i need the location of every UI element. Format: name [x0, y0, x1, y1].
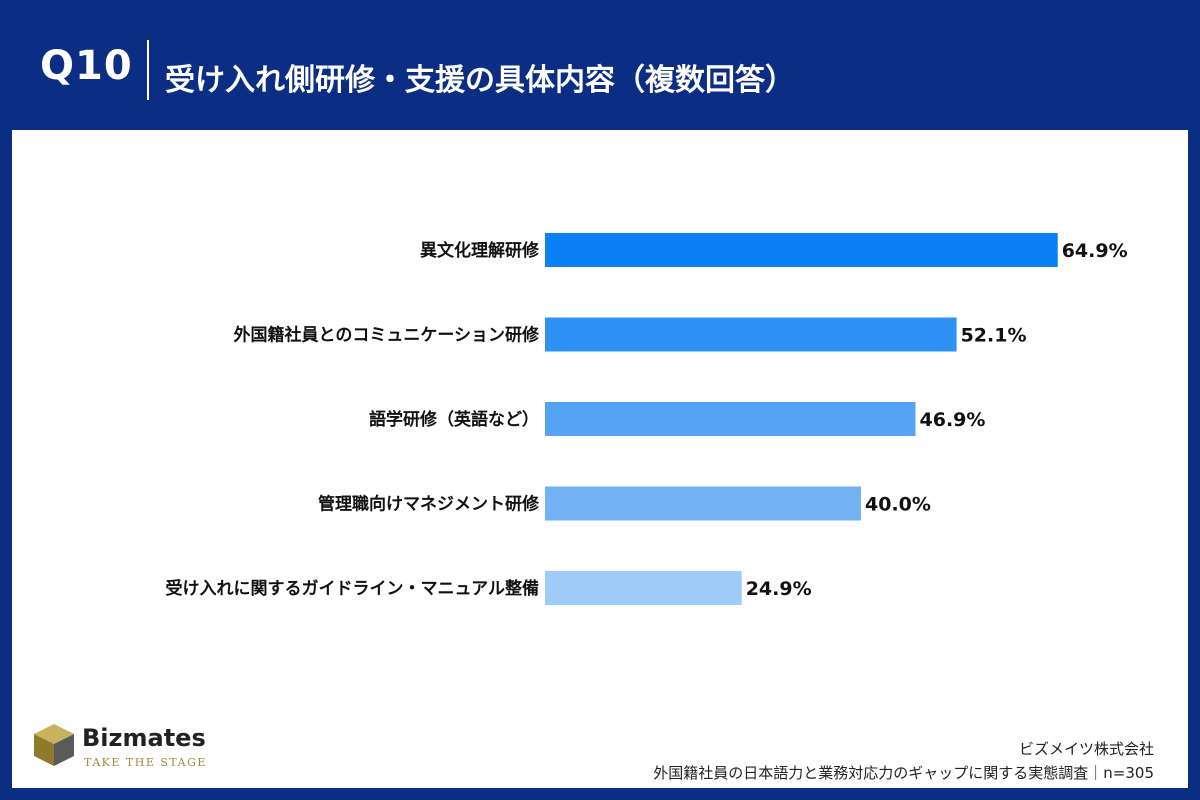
- bar: [545, 486, 861, 521]
- brand-tagline: TAKE THE STAGE: [84, 756, 207, 769]
- logo-cube-icon: [34, 724, 74, 766]
- footer-company: ビズメイツ株式会社: [1018, 740, 1154, 758]
- category-label: 語学研修（英語など）: [369, 409, 539, 430]
- header-bar: Q10 受け入れ側研修・支援の具体内容（複数回答）: [0, 0, 1200, 130]
- category-label: 管理職向けマネジメント研修: [318, 494, 540, 515]
- category-label: 受け入れに関するガイドライン・マニュアル整備: [166, 578, 540, 599]
- bar: [545, 571, 742, 605]
- value-label: 52.1%: [961, 325, 1027, 347]
- chart-title: 受け入れ側研修・支援の具体内容（複数回答）: [165, 63, 795, 98]
- header-divider: [147, 40, 149, 100]
- value-label: 40.0%: [865, 494, 931, 516]
- bar: [545, 317, 957, 352]
- value-label: 46.9%: [920, 409, 986, 431]
- brand-logo: Bizmates TAKE THE STAGE: [32, 722, 232, 772]
- question-number: Q10: [40, 43, 133, 89]
- value-label: 64.9%: [1062, 240, 1128, 262]
- bar-chart: 異文化理解研修 64.9% 外国籍社員とのコミュニケーション研修 52.1% 語学研修（…: [166, 233, 1128, 605]
- bar: [545, 402, 916, 436]
- value-label: 24.9%: [746, 578, 812, 600]
- brand-name: Bizmates: [82, 724, 206, 752]
- category-label: 外国籍社員とのコミュニケーション研修: [234, 325, 540, 346]
- category-label: 異文化理解研修: [420, 240, 540, 261]
- bar: [545, 233, 1058, 267]
- footer-survey-caption: 外国籍社員の日本語力と業務対応力のギャップに関する実態調査｜n=305: [653, 764, 1154, 782]
- chart-panel: 異文化理解研修 64.9% 外国籍社員とのコミュニケーション研修 52.1% 語学研修（…: [12, 130, 1188, 788]
